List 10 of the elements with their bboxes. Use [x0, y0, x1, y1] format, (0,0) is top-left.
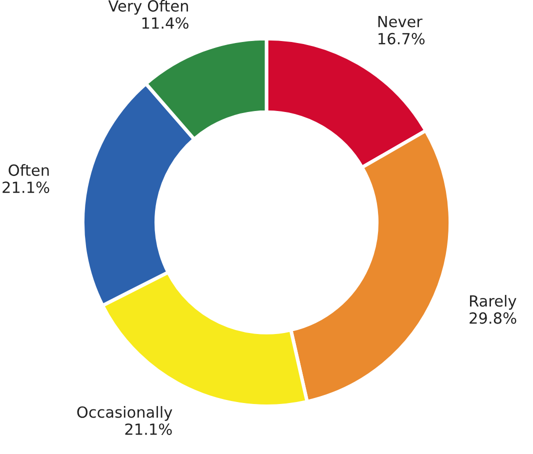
slice-label: Never	[378, 16, 422, 28]
data-label: 11.4%	[142, 17, 188, 29]
data-label: 29.8%	[470, 312, 516, 324]
slice-label: Very Often	[108, 0, 188, 15]
slice-label: Occasionally	[77, 406, 172, 421]
slice-label: Rarely	[470, 294, 516, 310]
data-label: 21.1%	[2, 182, 50, 194]
slice-label: Often	[8, 164, 49, 176]
data-label: 21.1%	[125, 423, 172, 435]
data-label: 16.7%	[378, 32, 425, 44]
